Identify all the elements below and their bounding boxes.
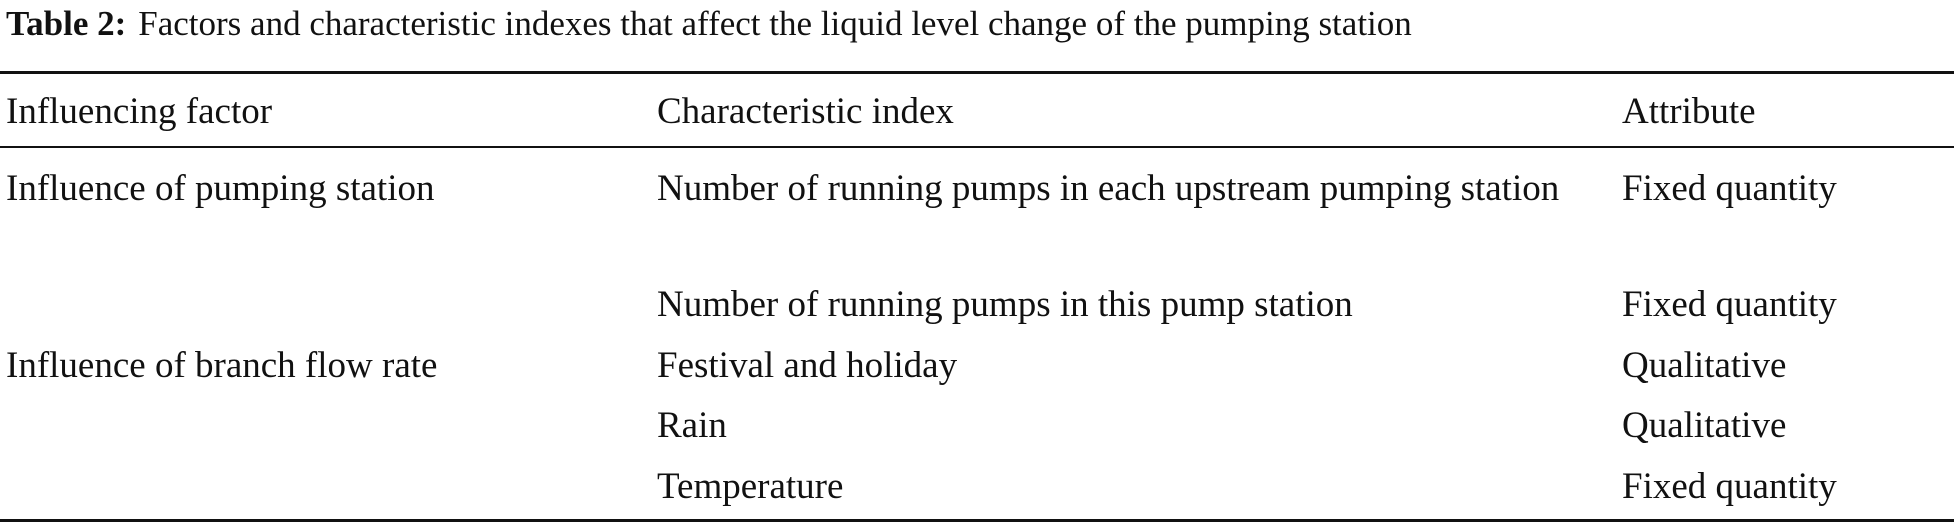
table-title: Factors and characteristic indexes that … — [138, 4, 1412, 43]
top-rule — [0, 71, 1954, 74]
index-cell: Rain — [657, 405, 727, 446]
attribute-cell: Fixed quantity — [1622, 168, 1837, 209]
table-caption: Table 2: Factors and characteristic index… — [6, 4, 1412, 44]
attribute-cell: Qualitative — [1622, 405, 1787, 446]
bottom-rule — [0, 519, 1954, 522]
index-cell: Number of running pumps in this pump sta… — [657, 284, 1353, 325]
header-cell: Characteristic index — [657, 91, 954, 132]
table-label: Table 2: — [6, 4, 127, 43]
index-cell: Festival and holiday — [657, 345, 958, 386]
factor-cell: Influence of pumping station — [6, 168, 435, 209]
header-cell: Influencing factor — [6, 91, 273, 132]
attribute-cell: Qualitative — [1622, 345, 1787, 386]
header-rule — [0, 146, 1954, 148]
index-cell: Temperature — [657, 466, 844, 507]
factor-cell: Influence of branch flow rate — [6, 345, 438, 386]
index-cell: Number of running pumps in each upstream… — [657, 168, 1560, 209]
attribute-cell: Fixed quantity — [1622, 466, 1837, 507]
attribute-cell: Fixed quantity — [1622, 284, 1837, 325]
header-cell: Attribute — [1622, 91, 1756, 132]
